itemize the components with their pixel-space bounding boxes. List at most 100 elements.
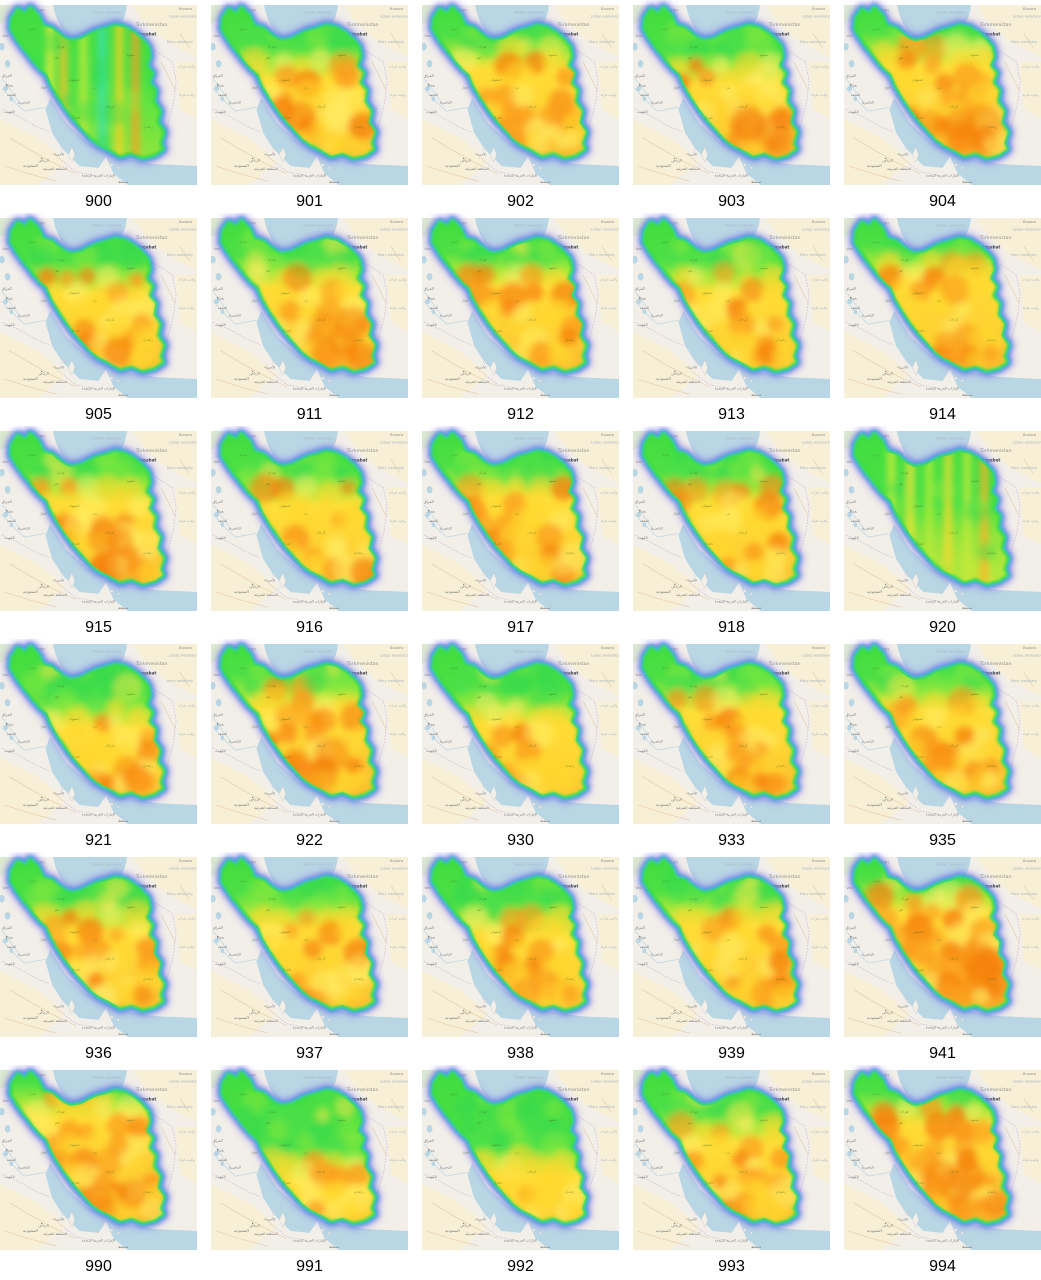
province-label: اصفهان [68, 78, 79, 82]
map-label: النجف [218, 306, 227, 310]
tile-label: 921 [85, 832, 112, 849]
map-label: ولایت هرات [600, 917, 618, 921]
map-label: Buxoro [1023, 219, 1037, 224]
map-label: الأحساء [53, 1004, 64, 1009]
province-label: یزد [92, 1150, 97, 1154]
map-label: مسقط [540, 1032, 550, 1036]
map-label: Van [2, 246, 10, 251]
province-label: تبریز [661, 453, 669, 457]
map-label: Türkmenistan [135, 661, 168, 667]
map-label: الرياض [38, 1223, 48, 1227]
map-label: الأحساء [897, 152, 908, 157]
map-tile: AzərbaycanTürkmenistanAşgabatBalkan wela… [422, 1065, 619, 1278]
map-tile: AzərbaycanTürkmenistanAşgabatBalkan wela… [844, 639, 1041, 852]
province-label: شیراز [492, 968, 502, 972]
province-label: اصفهان [68, 717, 79, 721]
province-label: تبریز [28, 453, 36, 457]
map-label: العراق [2, 1138, 12, 1143]
map-label: الناصرية [862, 527, 874, 531]
map-label: بغداد [639, 1148, 646, 1152]
province-label: تهران [267, 471, 275, 475]
map-label: ولایت فراه [390, 306, 406, 310]
map-label: Buxoro [812, 219, 826, 224]
province-label: یزد [303, 298, 308, 302]
map-label: الرياض [882, 158, 892, 162]
map-label: الإمارات العربية المتحدة [82, 812, 116, 817]
province-label: کرمان [738, 956, 748, 960]
map-label: Aşgabat [981, 670, 1000, 675]
tile-label: 937 [296, 1045, 323, 1062]
province-label: اهواز [672, 85, 680, 89]
map-label: العراق [846, 1138, 856, 1143]
map-label: Balkan welaýaty [303, 224, 333, 228]
map-tile: AzərbaycanTürkmenistanAşgabatBalkan wela… [0, 639, 197, 852]
province-label: قم [899, 908, 903, 912]
province-label: اصفهان [701, 78, 712, 82]
map-label: Buxoro [601, 1071, 615, 1076]
map-label: ولایت فراه [179, 1158, 195, 1162]
province-label: قم [266, 1121, 270, 1125]
iran-heatmap: AzərbaycanTürkmenistanAşgabatBalkan wela… [844, 1, 1041, 185]
map-label: Lebap welaýaty [380, 1079, 408, 1083]
map-label: مسقط [118, 1245, 128, 1249]
map-label: Mary welaýaty [1011, 466, 1038, 470]
map-label: Mary welaýaty [589, 892, 616, 896]
map-label: Türkmenistan [979, 661, 1012, 667]
map-label: بغداد [217, 935, 224, 939]
province-label: شیراز [703, 542, 713, 546]
map-label: النجف [640, 732, 649, 736]
province-label: یزد [303, 1150, 308, 1154]
map-label: Aşgabat [348, 670, 367, 675]
tile-label: 916 [296, 619, 323, 636]
map-label: الرياض [671, 158, 681, 162]
map-label: المنطقة الشرقية [676, 167, 700, 171]
map-label: Türkmenistan [557, 661, 590, 667]
map-label: العراق [635, 712, 645, 717]
province-label: قم [55, 269, 59, 273]
map-label: ولایت فراه [390, 732, 406, 736]
province-label: یزد [725, 85, 730, 89]
map-label: بغداد [428, 509, 435, 513]
province-label: اهواز [250, 724, 258, 728]
province-label: مشهد [759, 479, 768, 483]
province-label: اصفهان [701, 1143, 712, 1147]
map-label: الإمارات العربية المتحدة [82, 386, 116, 391]
map-label: Türkmenistan [346, 448, 379, 454]
province-label: قم [55, 482, 59, 486]
province-label: اهواز [250, 298, 258, 302]
map-label: النجف [851, 1158, 860, 1162]
province-label: تبریز [28, 666, 36, 670]
province-label: مشهد [548, 692, 557, 696]
map-label: السعودية [23, 163, 38, 168]
province-label: زاهدان [776, 338, 786, 342]
map-label: النجف [218, 519, 227, 523]
province-label: اهواز [39, 937, 47, 941]
map-label: الناصرية [440, 101, 452, 105]
province-label: کرمان [316, 743, 326, 747]
map-label: الإمارات العربية المتحدة [293, 386, 327, 391]
map-label: الرياض [460, 371, 470, 375]
province-label: مشهد [548, 53, 557, 57]
map-label: المنطقة الشرقية [43, 806, 67, 810]
province-label: مشهد [548, 1118, 557, 1122]
map-label: Van [635, 672, 643, 677]
province-label: تهران [56, 684, 64, 688]
province-label: یزد [92, 937, 97, 941]
map-label: ولایت فراه [601, 93, 617, 97]
map-label: الإمارات العربية المتحدة [926, 173, 960, 178]
map-label: ولایت فراه [601, 732, 617, 736]
iran-heatmap: AzərbaycanTürkmenistanAşgabatBalkan wela… [422, 853, 619, 1037]
map-label: الكويت [426, 749, 436, 753]
map-label: الإمارات العربية المتحدة [504, 1238, 538, 1243]
province-label: اهواز [461, 85, 469, 89]
map-label: الإمارات العربية المتحدة [504, 812, 538, 817]
tile-label: 933 [718, 832, 745, 849]
province-label: مشهد [548, 479, 557, 483]
map-label: Buxoro [601, 645, 615, 650]
map-label: الرياض [671, 1010, 681, 1014]
map-label: Aşgabat [559, 670, 578, 675]
map-label: الإمارات العربية المتحدة [293, 1238, 327, 1243]
map-label: Balkan welaýaty [92, 224, 122, 228]
province-label: قم [477, 1121, 481, 1125]
map-label: النجف [7, 945, 16, 949]
